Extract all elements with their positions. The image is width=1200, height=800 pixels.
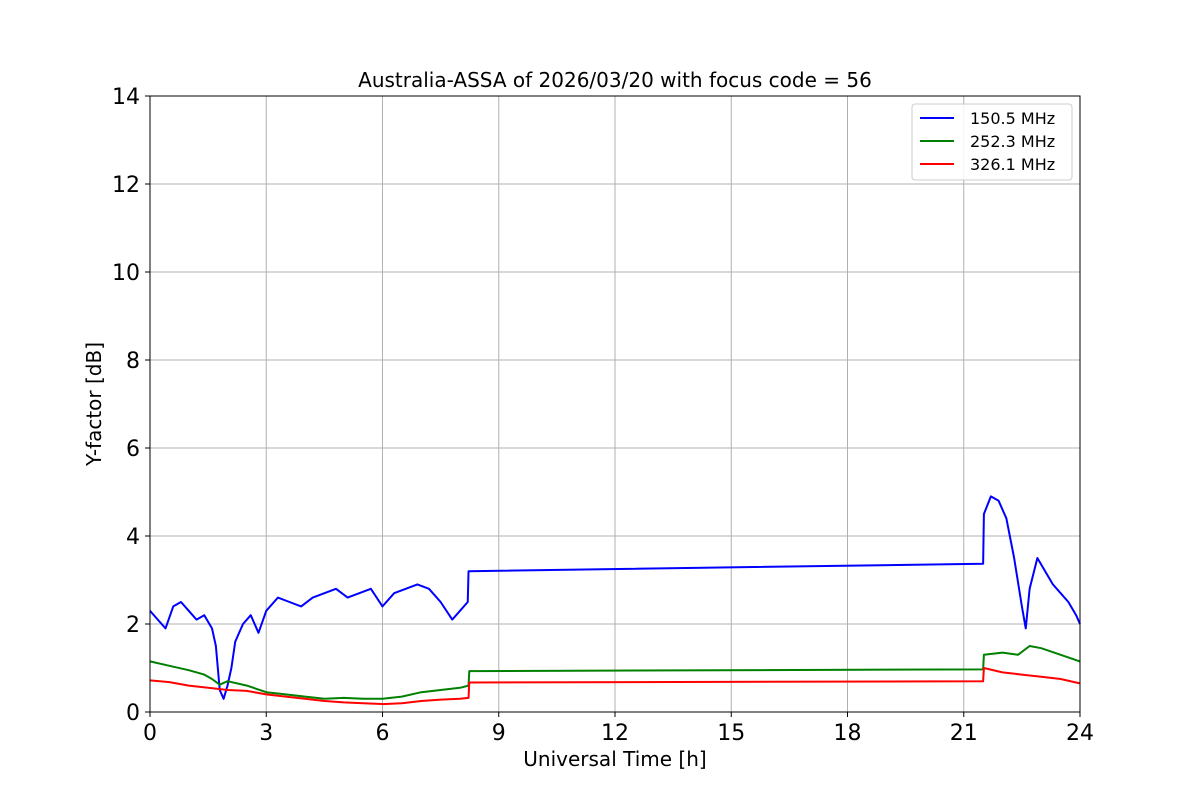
series-line-252-3-mhz — [149, 645, 1081, 700]
x-tick-label: 3 — [259, 721, 273, 746]
y-tick-label: 10 — [112, 261, 140, 286]
y-tick-label: 0 — [126, 701, 140, 726]
y-tick-label: 12 — [112, 173, 140, 198]
grid-layer — [149, 95, 1081, 713]
y-tick-label: 6 — [126, 437, 140, 462]
y-tick-label: 4 — [126, 525, 140, 550]
x-tick-label: 9 — [492, 721, 506, 746]
x-tick-label: 15 — [717, 721, 745, 746]
x-tick-label: 18 — [834, 721, 862, 746]
series-line-150-5-mhz — [149, 495, 1081, 700]
y-tick-label: 14 — [112, 85, 140, 110]
x-axis-label: Universal Time [h] — [523, 747, 706, 771]
x-tick-label: 21 — [950, 721, 978, 746]
x-tick-label: 24 — [1066, 721, 1094, 746]
x-tick-label: 12 — [601, 721, 629, 746]
legend-label-150-5-mhz: 150.5 MHz — [970, 109, 1055, 128]
series-layer — [149, 495, 1081, 706]
legend-label-252-3-mhz: 252.3 MHz — [970, 132, 1055, 151]
legend-box — [911, 103, 1073, 181]
legend: 150.5 MHz 252.3 MHz 326.1 MHz — [911, 103, 1073, 181]
y-axis-label: Y-factor [dB] — [82, 342, 106, 467]
legend-label-326-1-mhz: 326.1 MHz — [970, 155, 1055, 174]
y-tick-label: 8 — [126, 349, 140, 374]
x-tick-label: 0 — [143, 721, 157, 746]
y-tick-label: 2 — [126, 613, 140, 638]
series-line-326-1-mhz — [149, 667, 1081, 706]
x-tick-label: 6 — [376, 721, 390, 746]
chart-title: Australia-ASSA of 2026/03/20 with focus … — [358, 68, 872, 92]
